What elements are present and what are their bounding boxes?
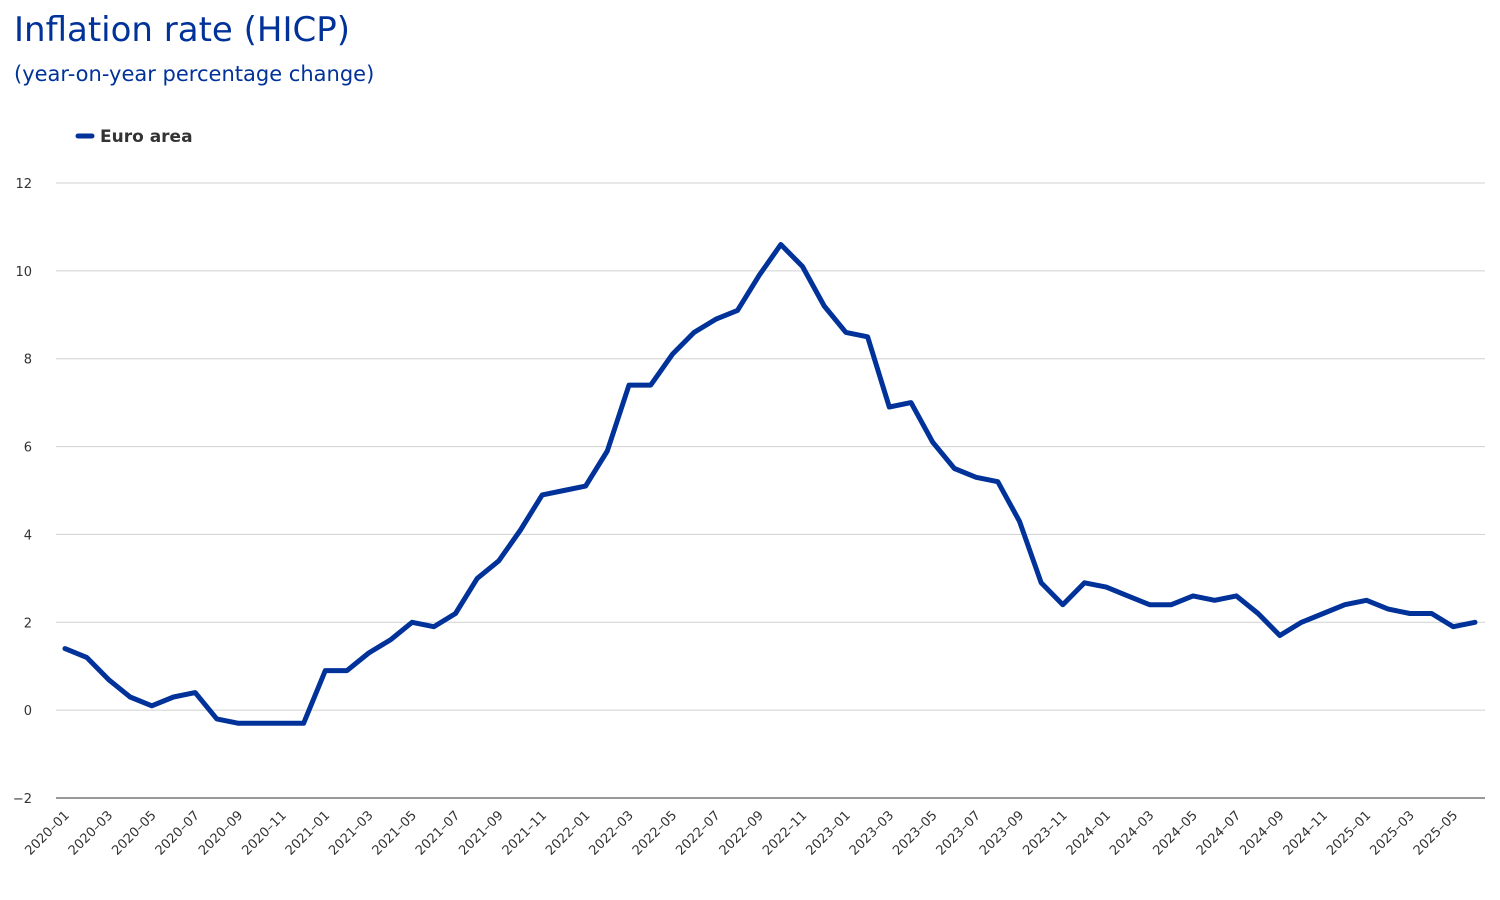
x-tick-label: 2021–05	[370, 808, 420, 858]
x-tick-label: 2022–07	[673, 808, 723, 858]
y-tick-label: 6	[24, 441, 32, 456]
chart-subtitle: (year-on-year percentage change)	[14, 62, 375, 86]
x-tick-label: 2024–01	[1064, 808, 1114, 858]
legend-label-euro-area: Euro area	[100, 127, 193, 147]
x-tick-label: 2025–05	[1411, 808, 1461, 858]
x-tick-label: 2025–01	[1324, 808, 1374, 858]
y-tick-label: 10	[15, 265, 32, 280]
x-tick-label: 2021–11	[500, 808, 550, 858]
y-tick-label: 8	[24, 353, 32, 368]
legend[interactable]: Euro area	[75, 127, 193, 147]
x-tick-label: 2023–11	[1020, 808, 1070, 858]
x-tick-label: 2023–03	[847, 808, 897, 858]
x-tick-label: 2020–07	[153, 808, 203, 858]
y-axis-ticks: −2 0 2 4 6 8 10 12	[13, 177, 32, 807]
x-tick-label: 2021–01	[283, 808, 333, 858]
y-tick-label: 12	[15, 177, 32, 192]
x-tick-label: 2024–05	[1151, 808, 1201, 858]
x-tick-label: 2021–09	[456, 808, 506, 858]
x-tick-label: 2023–09	[977, 808, 1027, 858]
x-tick-label: 2020–11	[239, 808, 289, 858]
x-tick-label: 2021–07	[413, 808, 463, 858]
x-tick-label: 2024–03	[1107, 808, 1157, 858]
x-tick-label: 2024–07	[1194, 808, 1244, 858]
x-tick-label: 2020–01	[23, 808, 73, 858]
x-tick-label: 2023–07	[934, 808, 984, 858]
x-tick-label: 2023–01	[803, 808, 853, 858]
y-tick-label: 2	[24, 616, 32, 631]
x-tick-label: 2020–05	[109, 808, 159, 858]
x-tick-label: 2022–11	[760, 808, 810, 858]
x-tick-label: 2023–05	[890, 808, 940, 858]
x-tick-label: 2024–09	[1237, 808, 1287, 858]
x-tick-label: 2022–09	[717, 808, 767, 858]
chart-title: Inflation rate (HICP)	[14, 10, 350, 50]
series-line-euro-area[interactable]	[62, 242, 1478, 726]
x-tick-label: 2021–03	[326, 808, 376, 858]
x-tick-label: 2020–09	[196, 808, 246, 858]
gridlines	[56, 182, 1485, 711]
x-tick-label: 2025–03	[1367, 808, 1417, 858]
x-tick-label: 2022–05	[630, 808, 680, 858]
series-group	[62, 242, 1478, 726]
y-tick-label: 4	[24, 528, 32, 543]
x-tick-label: 2024–11	[1281, 808, 1331, 858]
y-tick-label: 0	[24, 704, 32, 719]
x-axis-ticks: 2020–012020–032020–052020–072020–092020–…	[23, 808, 1462, 858]
y-tick-label: −2	[13, 792, 32, 807]
x-tick-label: 2022–03	[587, 808, 637, 858]
x-tick-label: 2020–03	[66, 808, 116, 858]
x-tick-label: 2022–01	[543, 808, 593, 858]
